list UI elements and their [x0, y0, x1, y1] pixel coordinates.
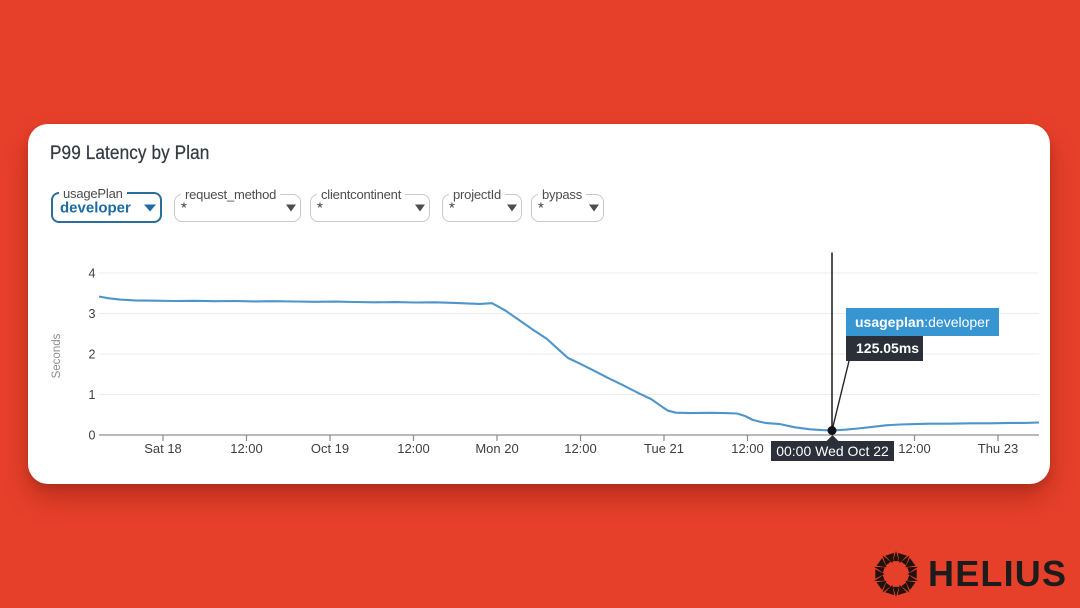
svg-text:12:00: 12:00: [230, 441, 263, 456]
svg-text:Tue 21: Tue 21: [644, 441, 684, 456]
svg-text:3: 3: [89, 307, 96, 321]
svg-text:Mon 20: Mon 20: [475, 441, 518, 456]
svg-text:12:00: 12:00: [731, 441, 764, 456]
svg-text:Thu 23: Thu 23: [978, 441, 1018, 456]
svg-text:Oct 19: Oct 19: [311, 441, 349, 456]
svg-text:Seconds: Seconds: [51, 333, 63, 378]
svg-text:12:00: 12:00: [564, 441, 597, 456]
svg-text:1: 1: [89, 388, 96, 402]
svg-text:4: 4: [89, 267, 96, 281]
svg-text:12:00: 12:00: [397, 441, 430, 456]
svg-text:2: 2: [89, 348, 96, 362]
svg-text:12:00: 12:00: [898, 441, 931, 456]
svg-text:0: 0: [89, 429, 96, 443]
svg-text:Sat 18: Sat 18: [144, 441, 182, 456]
